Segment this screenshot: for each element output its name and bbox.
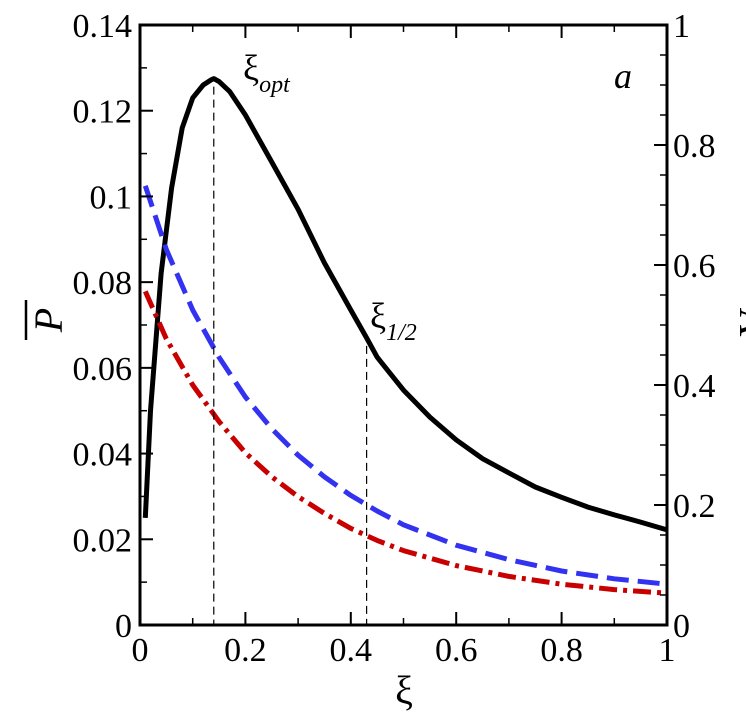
y-right-tick-label: 0.2	[673, 488, 716, 525]
y-right-tick-label: 0	[673, 608, 690, 645]
y-left-tick-label: 0.12	[73, 94, 133, 131]
y-left-tick-label: 0.04	[73, 437, 133, 474]
y-axis-left-title-group: P	[24, 300, 71, 340]
red-dashdot-curve	[143, 290, 668, 596]
x-tick-label: 0.4	[330, 632, 373, 669]
annotation-xi-half: ξ1/2	[370, 296, 417, 346]
x-tick-label: 0	[132, 632, 149, 669]
y-left-tick-label: 0.1	[90, 179, 133, 216]
y-right-tick-label: 0.6	[673, 248, 716, 285]
y-left-tick-label: 0.08	[73, 265, 133, 302]
curves	[142, 76, 668, 596]
y-left-tick-label: 0.14	[73, 8, 133, 45]
y-left-tick-label: 0.02	[73, 522, 133, 559]
y-right-tick-label: 0.8	[673, 128, 716, 165]
x-tick-label: 0.6	[435, 632, 478, 669]
x-tick-label: 0.8	[540, 632, 583, 669]
x-axis-title: ξ	[395, 668, 413, 713]
blue-dashed-curve	[142, 185, 668, 587]
annotation-xi-opt-base: ξ	[243, 48, 259, 88]
y-right-tick-label: 1	[673, 8, 690, 45]
annotation-xi-opt: ξopt	[243, 48, 291, 98]
y-left-tick-label: 0.06	[73, 351, 133, 388]
tick-labels: 0 0.2 0.4 0.6 0.8 100.020.040.060.080.10.120.…	[73, 8, 716, 669]
power-curve	[142, 76, 668, 533]
x-tick-label: 0.2	[224, 632, 267, 669]
annotation-xi-opt-sub: opt	[259, 72, 291, 98]
y-left-tick-label: 0	[115, 608, 132, 645]
annotation-xi-half-base: ξ	[370, 296, 386, 336]
x-tick-label: 1	[659, 632, 676, 669]
plot-area: 0 0.2 0.4 0.6 0.8 100.020.040.060.080.10.120.…	[73, 8, 716, 669]
y-right-tick-label: 0.4	[673, 368, 716, 405]
y-axis-left-title: P	[26, 308, 71, 333]
y-axis-right-title: A	[731, 308, 746, 337]
ticks	[139, 24, 668, 626]
annotation-xi-half-sub: 1/2	[386, 320, 417, 346]
panel-label: a	[614, 56, 632, 96]
annotation-lines	[213, 86, 368, 625]
